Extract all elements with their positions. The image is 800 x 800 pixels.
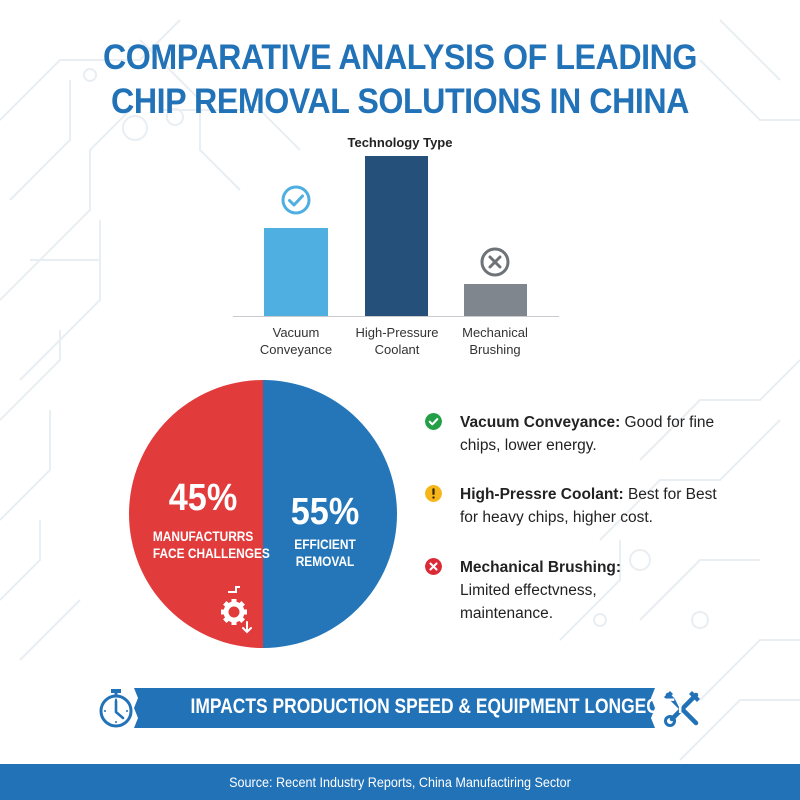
bar-chart-title: Technology Type [347,135,453,150]
stopwatch-icon [99,689,133,728]
impact-banner [99,688,700,728]
gear-download-icon [221,586,252,634]
bar-label-mechanical: Mechanical Brushing [462,325,528,357]
x-circle-icon [480,247,510,277]
footer-bar: Source: Recent Industry Reports, China M… [0,764,800,800]
bar-chart-baseline [233,316,559,317]
pie-slice-challenges [129,380,263,648]
source-text: Source: Recent Industry Reports, China M… [229,774,571,790]
pie-chart [129,380,397,648]
bar-label-high-pressure: High-Pressure Coolant [355,325,439,357]
banner-ribbon [134,688,655,728]
bar-mechanical-brushing [464,284,527,316]
pie-label-challenges: 45% MANUFACTURRS FACE CHALLENGES [144,477,270,562]
banner-text: IMPACTS PRODUCTION SPEED & EQUIPMENT LON… [190,695,686,718]
bar-high-pressure-coolant [365,156,428,316]
exclamation-circle-icon [425,485,442,502]
title-line-1: COMPARATIVE ANALYSIS OF LEADING [102,38,698,77]
bar-vacuum-conveyance [264,228,328,316]
pie-label-efficient: 55% EFFICIENT REMOVAL [270,492,380,570]
wrench-screwdriver-icon [664,691,700,727]
title-line-2: CHIP REMOVAL SOLUTIONS IN CHINA [111,82,689,121]
check-circle-icon [425,413,442,430]
x-circle-icon [425,558,442,575]
page-title: COMPARATIVE ANALYSIS OF LEADING CHIP REM… [32,36,768,124]
pie-pct-challenges: 45% [168,477,238,519]
check-circle-icon [281,185,311,215]
pie-slice-efficient [263,380,397,648]
bar-label-vacuum: Vacuum Conveyance [259,325,333,357]
pie-pct-efficient: 55% [290,491,360,533]
